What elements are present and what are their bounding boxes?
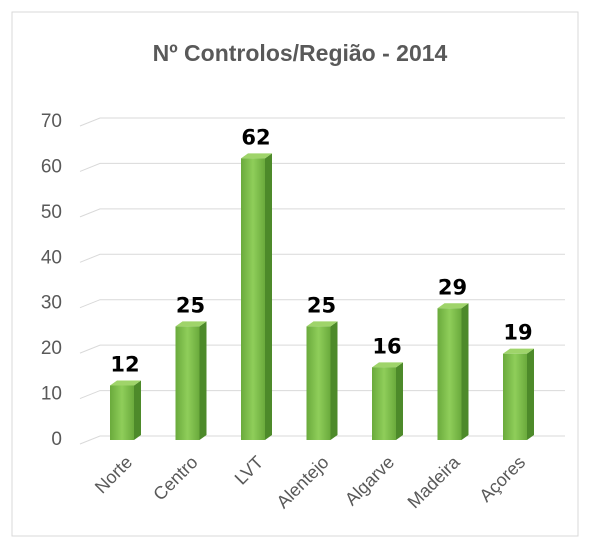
bar-front: [241, 158, 265, 441]
bar-top: [241, 153, 272, 159]
y-tick-label: 50: [41, 202, 62, 223]
bar: [241, 153, 272, 441]
bar-top: [503, 348, 534, 354]
data-label: 12: [110, 352, 139, 376]
bar-front: [437, 308, 462, 440]
grid-line: [79, 299, 565, 309]
y-tick-label: 0: [51, 429, 62, 450]
data-label: 25: [307, 293, 336, 317]
grid-line: [79, 253, 565, 263]
bar-side: [527, 348, 534, 440]
bar-top: [110, 380, 141, 386]
data-label: 19: [503, 321, 532, 345]
bar-top: [306, 321, 338, 327]
bar: [110, 380, 141, 440]
bar-top: [175, 321, 207, 327]
bar-front: [306, 326, 331, 440]
bar-top: [372, 362, 403, 368]
bar-side: [396, 362, 403, 440]
bar-top: [437, 303, 469, 309]
chart-border: [11, 11, 579, 537]
y-tick-label: 60: [41, 156, 62, 177]
y-tick-label: 30: [41, 293, 62, 314]
bar: [372, 362, 403, 440]
bar: [437, 303, 469, 440]
chart-title: Nº Controlos/Região - 2014: [153, 40, 448, 66]
bar-side: [330, 321, 338, 440]
grid-line: [79, 162, 565, 172]
data-label: 29: [438, 275, 467, 299]
bar-front: [175, 326, 200, 440]
bar-front: [110, 385, 134, 440]
bar-side: [265, 153, 272, 441]
bar: [503, 348, 534, 440]
bar: [306, 321, 338, 440]
y-tick-label: 40: [41, 247, 62, 268]
bar-side: [134, 380, 141, 440]
y-tick-label: 10: [41, 384, 62, 405]
y-tick-label: 20: [41, 338, 62, 359]
bar-front: [503, 353, 527, 440]
bar: [175, 321, 207, 440]
bar-side: [199, 321, 207, 440]
data-label: 25: [176, 293, 205, 317]
y-tick-label: 70: [41, 111, 62, 132]
grid-line: [79, 435, 565, 445]
data-label: 62: [241, 125, 270, 149]
grid-line: [79, 390, 565, 400]
bar-front: [372, 367, 396, 440]
data-label: 16: [372, 334, 401, 358]
grid-line: [79, 208, 565, 218]
grid-line: [79, 117, 565, 127]
bar-side: [461, 303, 469, 440]
grid-line: [79, 344, 565, 354]
